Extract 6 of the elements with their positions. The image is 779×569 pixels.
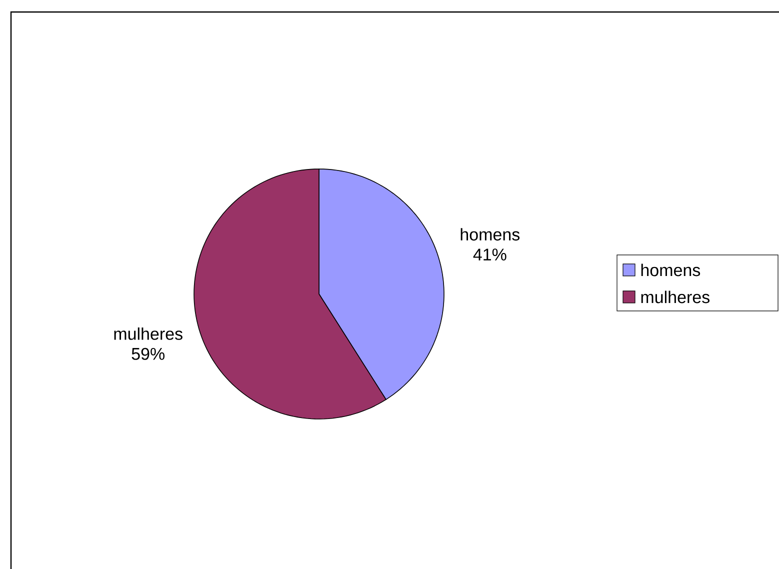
legend-label: homens <box>641 264 700 276</box>
data-label: 59% <box>132 348 165 360</box>
slice-label: mulheres <box>114 327 182 340</box>
slice-label: homens <box>460 228 520 241</box>
legend-label: mulheres <box>641 290 710 304</box>
data-label: 41% <box>473 248 506 260</box>
